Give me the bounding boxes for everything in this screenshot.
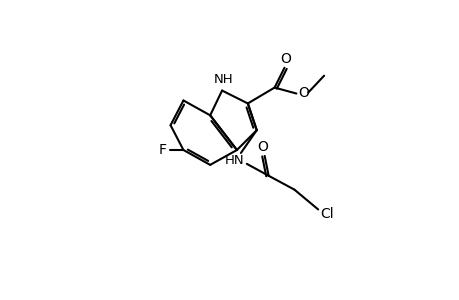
Text: F: F — [158, 143, 166, 157]
Text: HN: HN — [224, 154, 244, 167]
Text: O: O — [280, 52, 290, 66]
Text: NH: NH — [214, 73, 233, 86]
Text: O: O — [297, 85, 308, 100]
Text: O: O — [257, 140, 268, 154]
Text: Cl: Cl — [319, 207, 333, 221]
